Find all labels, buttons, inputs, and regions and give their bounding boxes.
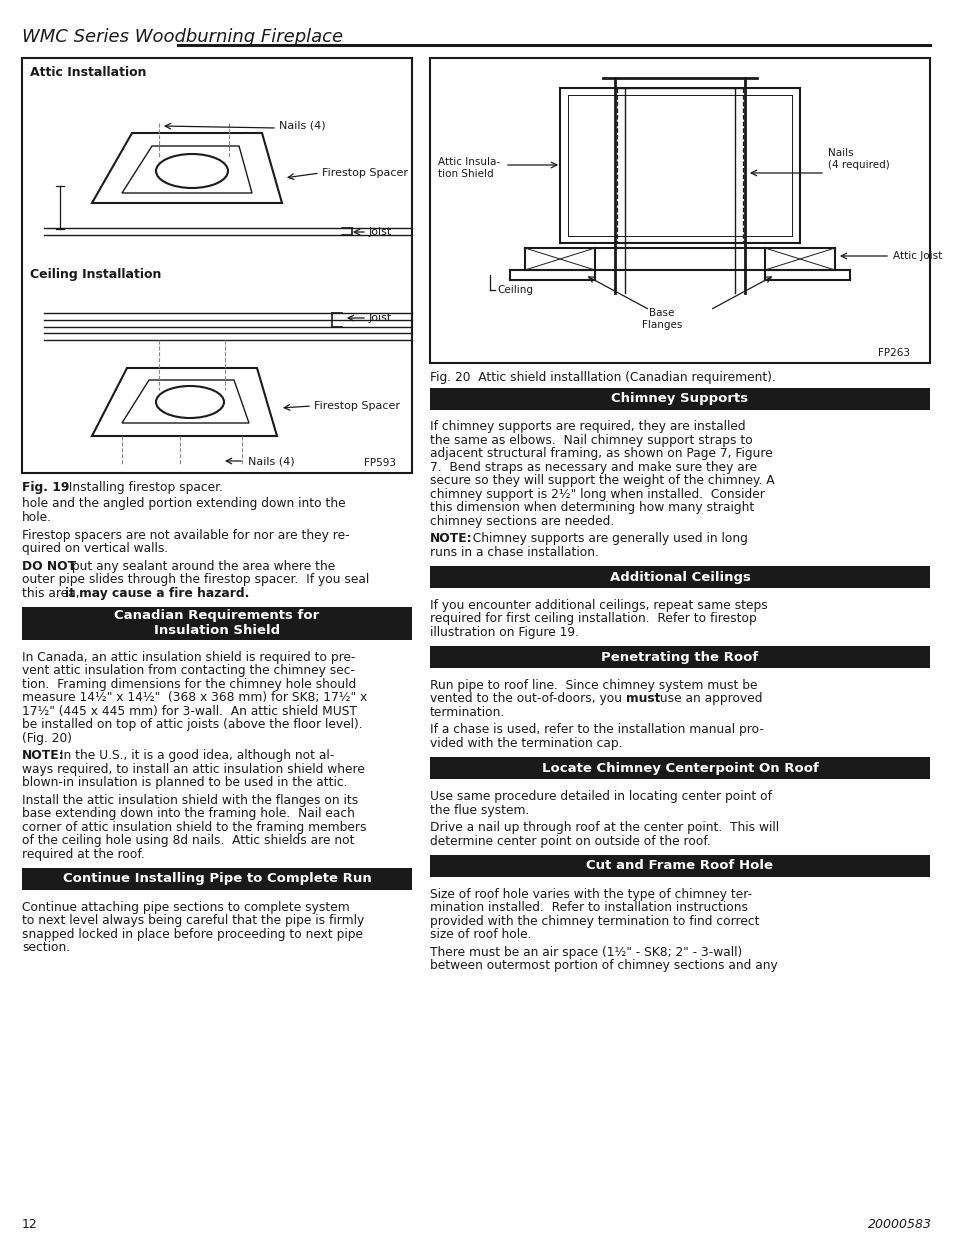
Text: Joist: Joist: [369, 227, 392, 237]
Text: illustration on Figure 19.: illustration on Figure 19.: [430, 626, 578, 638]
Text: Canadian Requirements for
Insulation Shield: Canadian Requirements for Insulation Shi…: [114, 609, 319, 637]
Text: Installing firestop spacer.: Installing firestop spacer.: [61, 480, 223, 494]
Bar: [430, 646, 929, 668]
Bar: [430, 566, 929, 588]
Text: If a chase is used, refer to the installation manual pro-: If a chase is used, refer to the install…: [430, 724, 763, 736]
Text: put any sealant around the area where the: put any sealant around the area where th…: [68, 559, 335, 573]
Text: Chimney Supports: Chimney Supports: [611, 391, 748, 405]
Bar: [22, 58, 412, 473]
Text: blown-in insulation is planned to be used in the attic.: blown-in insulation is planned to be use…: [22, 777, 347, 789]
Text: In Canada, an attic insulation shield is required to pre-: In Canada, an attic insulation shield is…: [22, 651, 355, 663]
Text: vent attic insulation from contacting the chimney sec-: vent attic insulation from contacting th…: [22, 664, 355, 677]
Text: Firestop Spacer: Firestop Spacer: [322, 168, 408, 178]
Text: Ceiling Installation: Ceiling Installation: [30, 268, 161, 282]
Text: quired on vertical walls.: quired on vertical walls.: [22, 542, 168, 555]
Text: WMC Series Woodburning Fireplace: WMC Series Woodburning Fireplace: [22, 28, 343, 46]
Text: base extending down into the framing hole.  Nail each: base extending down into the framing hol…: [22, 808, 355, 820]
Bar: [22, 606, 412, 640]
Text: FP263: FP263: [877, 348, 909, 358]
Text: Nails
(4 required): Nails (4 required): [827, 148, 889, 169]
Text: If you encounter additional ceilings, repeat same steps: If you encounter additional ceilings, re…: [430, 599, 767, 611]
Text: required at the roof.: required at the roof.: [22, 847, 145, 861]
Text: runs in a chase installation.: runs in a chase installation.: [430, 546, 598, 559]
Text: Continue attaching pipe sections to complete system: Continue attaching pipe sections to comp…: [22, 900, 350, 914]
Text: it may cause a fire hazard.: it may cause a fire hazard.: [65, 587, 249, 600]
Text: Attic Insula-
tion Shield: Attic Insula- tion Shield: [437, 157, 499, 179]
Text: Attic Installation: Attic Installation: [30, 65, 147, 79]
Text: section.: section.: [22, 941, 71, 955]
Bar: [430, 388, 929, 410]
Text: snapped locked in place before proceeding to next pipe: snapped locked in place before proceedin…: [22, 927, 363, 941]
Text: this area,: this area,: [22, 587, 84, 600]
Text: 7.  Bend straps as necessary and make sure they are: 7. Bend straps as necessary and make sur…: [430, 461, 757, 474]
Text: If chimney supports are required, they are installed: If chimney supports are required, they a…: [430, 420, 745, 433]
Text: Firestop Spacer: Firestop Spacer: [314, 401, 399, 411]
Bar: [430, 855, 929, 877]
Text: of the ceiling hole using 8d nails.  Attic shields are not: of the ceiling hole using 8d nails. Atti…: [22, 835, 355, 847]
Text: Run pipe to roof line.  Since chimney system must be: Run pipe to roof line. Since chimney sys…: [430, 679, 757, 692]
Text: Chimney supports are generally used in long: Chimney supports are generally used in l…: [464, 532, 747, 546]
Text: Size of roof hole varies with the type of chimney ter-: Size of roof hole varies with the type o…: [430, 888, 751, 900]
Text: use an approved: use an approved: [656, 693, 761, 705]
Text: required for first ceiling installation.  Refer to firestop: required for first ceiling installation.…: [430, 613, 756, 625]
Text: provided with the chimney termination to find correct: provided with the chimney termination to…: [430, 915, 759, 927]
Text: Additional Ceilings: Additional Ceilings: [609, 571, 750, 584]
Text: this dimension when determining how many straight: this dimension when determining how many…: [430, 501, 754, 514]
Text: determine center point on outside of the roof.: determine center point on outside of the…: [430, 835, 710, 847]
Text: must: must: [625, 693, 659, 705]
Text: termination.: termination.: [430, 706, 505, 719]
Text: NOTE:: NOTE:: [430, 532, 472, 546]
Text: Install the attic insulation shield with the flanges on its: Install the attic insulation shield with…: [22, 794, 358, 806]
Text: corner of attic insulation shield to the framing members: corner of attic insulation shield to the…: [22, 821, 366, 834]
Text: NOTE:: NOTE:: [22, 750, 65, 762]
Text: between outermost portion of chimney sections and any: between outermost portion of chimney sec…: [430, 960, 777, 972]
Text: be installed on top of attic joists (above the floor level).: be installed on top of attic joists (abo…: [22, 718, 362, 731]
Text: Base
Flanges: Base Flanges: [641, 308, 681, 330]
Text: 20000583: 20000583: [867, 1218, 931, 1231]
Text: adjacent structural framing, as shown on Page 7, Figure: adjacent structural framing, as shown on…: [430, 447, 772, 461]
Text: vided with the termination cap.: vided with the termination cap.: [430, 737, 622, 750]
Text: ways required, to install an attic insulation shield where: ways required, to install an attic insul…: [22, 763, 364, 776]
Text: size of roof hole.: size of roof hole.: [430, 929, 531, 941]
Text: FP593: FP593: [364, 458, 395, 468]
Text: Use same procedure detailed in locating center point of: Use same procedure detailed in locating …: [430, 790, 771, 803]
Text: chimney sections are needed.: chimney sections are needed.: [430, 515, 614, 527]
Bar: [430, 757, 929, 779]
Text: tion.  Framing dimensions for the chimney hole should: tion. Framing dimensions for the chimney…: [22, 678, 355, 690]
Text: hole.: hole.: [22, 511, 52, 524]
Text: measure 14½" x 14½"  (368 x 368 mm) for SK8; 17½" x: measure 14½" x 14½" (368 x 368 mm) for S…: [22, 692, 367, 704]
Text: chimney support is 2½" long when installed.  Consider: chimney support is 2½" long when install…: [430, 488, 764, 501]
Text: Joist: Joist: [369, 312, 392, 324]
Text: Nails (4): Nails (4): [278, 121, 325, 131]
Text: to next level always being careful that the pipe is firmly: to next level always being careful that …: [22, 914, 364, 927]
Text: secure so they will support the weight of the chimney. A: secure so they will support the weight o…: [430, 474, 774, 488]
Text: Ceiling: Ceiling: [497, 285, 533, 295]
Text: the flue system.: the flue system.: [430, 804, 529, 816]
Text: Nails (4): Nails (4): [248, 456, 294, 466]
Text: Firestop spacers are not available for nor are they re-: Firestop spacers are not available for n…: [22, 529, 349, 542]
Text: hole and the angled portion extending down into the: hole and the angled portion extending do…: [22, 498, 345, 510]
Text: mination installed.  Refer to installation instructions: mination installed. Refer to installatio…: [430, 902, 747, 914]
Text: vented to the out-of-doors, you: vented to the out-of-doors, you: [430, 693, 625, 705]
Text: There must be an air space (1½" - SK8; 2" - 3-wall): There must be an air space (1½" - SK8; 2…: [430, 946, 741, 958]
Text: Cut and Frame Roof Hole: Cut and Frame Roof Hole: [586, 860, 773, 872]
Text: 17½" (445 x 445 mm) for 3-wall.  An attic shield MUST: 17½" (445 x 445 mm) for 3-wall. An attic…: [22, 705, 356, 718]
Bar: [430, 58, 929, 363]
Text: In the U.S., it is a good idea, although not al-: In the U.S., it is a good idea, although…: [56, 750, 334, 762]
Text: Attic Joist: Attic Joist: [892, 251, 942, 261]
Text: Penetrating the Roof: Penetrating the Roof: [600, 651, 758, 663]
Bar: [22, 868, 412, 890]
Text: Locate Chimney Centerpoint On Roof: Locate Chimney Centerpoint On Roof: [541, 762, 818, 774]
Text: 12: 12: [22, 1218, 38, 1231]
Text: Drive a nail up through roof at the center point.  This will: Drive a nail up through roof at the cent…: [430, 821, 779, 834]
Text: Fig. 19: Fig. 19: [22, 480, 70, 494]
Text: outer pipe slides through the firestop spacer.  If you seal: outer pipe slides through the firestop s…: [22, 573, 369, 587]
Text: (Fig. 20): (Fig. 20): [22, 731, 71, 745]
Text: the same as elbows.  Nail chimney support straps to: the same as elbows. Nail chimney support…: [430, 433, 752, 447]
Text: Continue Installing Pipe to Complete Run: Continue Installing Pipe to Complete Run: [63, 872, 371, 885]
Text: DO NOT: DO NOT: [22, 559, 76, 573]
Text: Fig. 20  Attic shield installlation (Canadian requirement).: Fig. 20 Attic shield installlation (Cana…: [430, 370, 775, 384]
